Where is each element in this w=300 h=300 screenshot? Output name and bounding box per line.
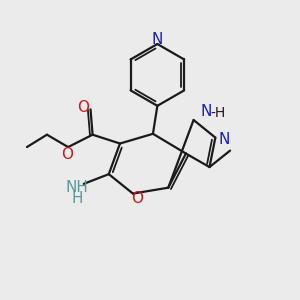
Text: N: N [152, 32, 163, 47]
Text: N: N [218, 133, 230, 148]
Text: O: O [131, 191, 143, 206]
Text: H: H [71, 191, 83, 206]
Text: O: O [61, 147, 74, 162]
Text: -H: -H [210, 106, 225, 120]
Text: O: O [77, 100, 89, 116]
Text: NH: NH [66, 181, 89, 196]
Text: N: N [200, 103, 211, 118]
